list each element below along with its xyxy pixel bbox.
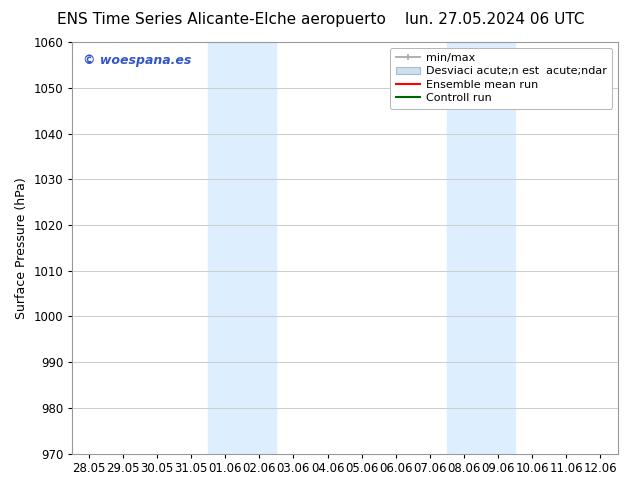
Text: lun. 27.05.2024 06 UTC: lun. 27.05.2024 06 UTC	[404, 12, 585, 27]
Text: ENS Time Series Alicante-Elche aeropuerto: ENS Time Series Alicante-Elche aeropuert…	[58, 12, 386, 27]
Y-axis label: Surface Pressure (hPa): Surface Pressure (hPa)	[15, 177, 28, 318]
Bar	[447, 42, 515, 454]
Text: © woespana.es: © woespana.es	[82, 54, 191, 68]
Bar	[208, 42, 276, 454]
Legend: min/max, Desviaci acute;n est  acute;ndar, Ensemble mean run, Controll run: min/max, Desviaci acute;n est acute;ndar…	[390, 48, 612, 109]
